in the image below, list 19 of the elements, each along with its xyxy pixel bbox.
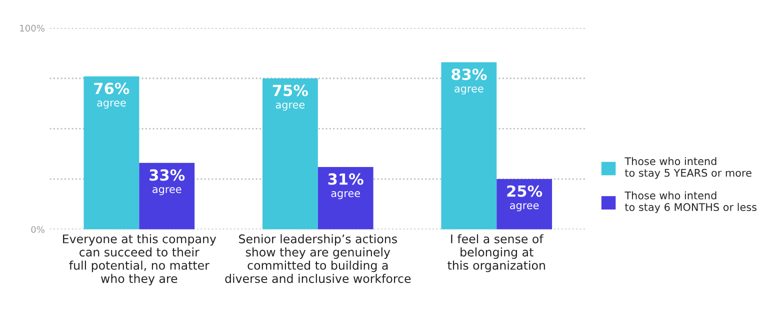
y-tick-label: 0% <box>31 226 44 233</box>
bar <box>441 62 497 230</box>
bar <box>262 78 318 230</box>
x-tick-label: Senior leadership’s actions show they are genuinely committed to building a diverse and inclusive workforce <box>225 234 411 284</box>
data-label: 31% agree <box>328 173 364 200</box>
y-tick-label: 100% <box>20 24 44 32</box>
x-tick-label: I feel a sense of belonging at this organization <box>448 234 545 272</box>
legend-label: Those who intend to stay 6 MONTHS or less <box>624 191 756 214</box>
bar <box>318 166 374 230</box>
data-label: 33% agree <box>150 169 185 196</box>
data-label: 76% agree <box>94 82 130 109</box>
bar <box>84 76 140 230</box>
x-tick-label: Everyone at this company can succeed to their full potential, no matter who they are <box>63 234 216 286</box>
data-label: 25% agree <box>507 185 542 212</box>
data-label: 83% agree <box>452 68 487 94</box>
data-label: 75% agree <box>272 84 308 111</box>
bar <box>139 162 195 230</box>
legend-label: Those who intend to stay 5 YEARS or more <box>624 157 752 179</box>
bar <box>496 179 552 230</box>
